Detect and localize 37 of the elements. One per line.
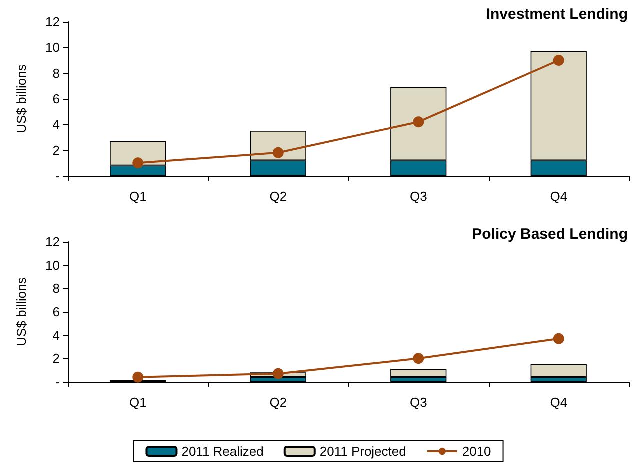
legend-label: 2011 Realized [182, 444, 264, 459]
chart-title: Investment Lending [486, 6, 628, 23]
x-tick-label: Q1 [129, 395, 147, 410]
y-tick-label: 6 [52, 304, 60, 320]
x-tick-label: Q1 [129, 189, 147, 204]
point [413, 353, 424, 364]
y-tick-label: 12 [46, 234, 60, 250]
x-tick-label: Q4 [550, 189, 568, 204]
y-tick-label: 6 [52, 92, 60, 106]
x-tick-label: Q4 [550, 395, 568, 410]
y-axis-title: US$ billions [14, 277, 29, 346]
x-tick-label: Q3 [410, 189, 428, 204]
point [132, 372, 144, 383]
y-tick-label: 2 [52, 351, 60, 366]
point [132, 158, 144, 169]
x-tick-label: Q3 [410, 395, 428, 410]
legend-label: 2011 Projected [320, 444, 406, 459]
point [413, 116, 424, 128]
y-tick-label: 4 [52, 328, 60, 343]
point [272, 147, 284, 158]
y-tick-label: 10 [46, 40, 60, 56]
y-axis-title: US$ billions [14, 64, 29, 134]
point [553, 55, 564, 66]
y-tick-label: 12 [46, 14, 60, 30]
y-tick-label: - [56, 374, 60, 390]
legend-label: 2010 [462, 444, 492, 459]
x-tick-label: Q2 [270, 395, 288, 410]
y-tick-label: 8 [52, 66, 60, 81]
y-tick-label: 2 [52, 142, 60, 158]
point [553, 333, 564, 344]
chart-title: Policy Based Lending [472, 226, 628, 243]
y-tick-label: - [56, 168, 60, 184]
y-tick-label: 8 [52, 281, 60, 296]
y-tick-label: 4 [52, 117, 60, 132]
x-tick-label: Q2 [270, 189, 288, 204]
point [272, 368, 284, 380]
y-tick-label: 10 [46, 258, 60, 273]
